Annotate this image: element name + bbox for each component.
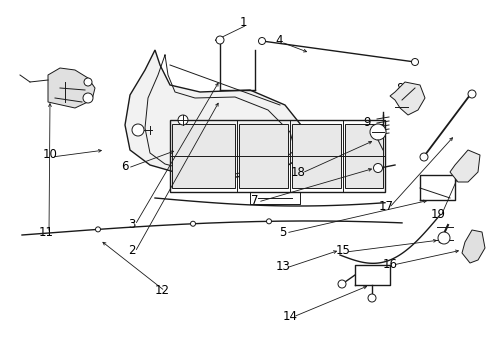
Text: 16: 16 xyxy=(382,257,397,270)
Polygon shape xyxy=(291,124,340,188)
Circle shape xyxy=(437,232,449,244)
Text: 7: 7 xyxy=(251,194,258,207)
Text: 17: 17 xyxy=(378,201,393,213)
Polygon shape xyxy=(48,68,95,108)
Text: 3: 3 xyxy=(128,217,135,230)
Circle shape xyxy=(367,294,375,302)
Polygon shape xyxy=(172,124,235,188)
Text: 10: 10 xyxy=(42,148,57,162)
Text: 12: 12 xyxy=(154,284,169,297)
Text: 2: 2 xyxy=(128,243,136,256)
Text: 11: 11 xyxy=(39,225,53,238)
Circle shape xyxy=(467,90,475,98)
Text: 13: 13 xyxy=(275,261,290,274)
Polygon shape xyxy=(449,150,479,182)
Text: 1: 1 xyxy=(239,15,246,28)
Text: 6: 6 xyxy=(121,161,128,174)
Text: 15: 15 xyxy=(335,243,350,256)
Text: 5: 5 xyxy=(279,225,286,238)
Polygon shape xyxy=(239,124,287,188)
Polygon shape xyxy=(389,82,424,115)
Polygon shape xyxy=(345,124,382,188)
Circle shape xyxy=(369,124,385,140)
Circle shape xyxy=(337,280,346,288)
Circle shape xyxy=(266,219,271,224)
Text: 9: 9 xyxy=(363,116,370,129)
Circle shape xyxy=(178,115,187,125)
Text: 4: 4 xyxy=(275,33,282,46)
Circle shape xyxy=(373,163,382,172)
Polygon shape xyxy=(125,50,309,178)
Circle shape xyxy=(411,58,418,66)
Circle shape xyxy=(132,124,143,136)
Circle shape xyxy=(84,78,92,86)
Circle shape xyxy=(95,227,101,232)
Text: 8: 8 xyxy=(395,81,403,94)
Text: 19: 19 xyxy=(429,208,445,221)
Circle shape xyxy=(419,153,427,161)
Text: 14: 14 xyxy=(282,310,297,323)
Polygon shape xyxy=(461,230,484,263)
Circle shape xyxy=(83,93,93,103)
Text: 18: 18 xyxy=(290,166,305,179)
Circle shape xyxy=(190,221,195,226)
Circle shape xyxy=(258,37,265,45)
Circle shape xyxy=(216,36,224,44)
